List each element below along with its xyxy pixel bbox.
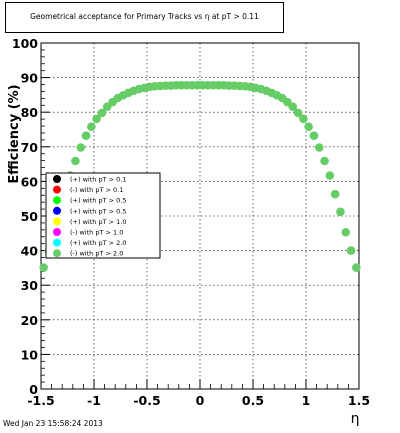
x-axis-label: η [351,411,360,427]
data-point [320,156,329,166]
data-point [325,171,335,180]
legend-box [45,172,161,259]
timestamp: Wed Jan 23 15:58:24 2013 [3,419,103,428]
data-point [330,189,340,199]
x-tick-label: -1.5 [27,393,54,408]
y-tick-label: 20 [21,313,39,328]
y-tick-label: 30 [21,278,39,293]
x-tick-labels: -1.5 -1 -0.5 0 0.5 1 1.5 [27,393,370,408]
y-tick-label: 60 [21,174,39,189]
legend-label: (+) with pT > 0.1 [70,176,126,184]
data-point [341,227,351,237]
y-tick-label: 100 [12,36,38,51]
legend: (+) with pT > 0.1 (-) with pT > 0.1 (+) wi… [45,172,161,259]
x-tick-label: 1.5 [348,393,370,408]
legend-label: (-) with pT > 2.0 [70,250,123,258]
legend-label: (+) with pT > 0.5 [70,197,126,205]
x-tick-label: 0.5 [242,393,264,408]
chart-title-box: Geometrical acceptance for Primary Track… [5,2,284,33]
x-tick-label: -1 [87,393,101,408]
data-point [92,114,101,124]
y-tick-label: 90 [21,71,39,86]
data-point [81,131,91,141]
data-point [336,207,345,217]
legend-marker [53,175,61,183]
x-tick-label: 1 [302,393,311,408]
data-point [87,122,96,132]
x-tick-label: 0 [196,393,205,408]
y-tick-label: 70 [21,140,39,155]
legend-marker [53,217,61,226]
data-point [352,263,361,272]
data-point [288,102,298,111]
x-tick-label: -0.5 [133,393,160,408]
legend-label: (+) with pT > 1.0 [70,218,126,226]
y-tick-label: 50 [21,209,39,224]
data-point [299,114,308,124]
data-point [39,263,48,272]
data-point [293,108,303,118]
data-point [309,131,319,141]
legend-label: (-) with pT > 1.0 [70,229,123,237]
data-point [314,143,324,152]
y-tick-labels: 0 10 20 30 40 50 60 70 80 90 100 [12,36,38,397]
legend-marker [53,238,61,247]
legend-marker [53,196,61,205]
legend-marker [53,228,61,236]
data-point [71,156,80,166]
y-tick-label: 40 [21,244,39,259]
y-tick-label: 0 [29,382,38,397]
data-point [97,108,107,118]
chart-title: Geometrical acceptance for Primary Track… [30,12,259,21]
legend-label: (+) with pT > 0.5 [70,207,126,215]
y-tick-label: 10 [21,347,39,362]
legend-marker [53,206,61,215]
data-point [346,246,356,255]
y-tick-label: 80 [21,105,39,120]
y-axis-label: Efficiency (%) [7,84,22,183]
legend-label: (-) with pT > 0.1 [70,186,123,194]
legend-label: (+) with pT > 2.0 [70,239,126,247]
legend-marker [53,185,61,194]
legend-marker [53,249,61,258]
data-point [76,143,86,152]
data-point [304,122,313,132]
